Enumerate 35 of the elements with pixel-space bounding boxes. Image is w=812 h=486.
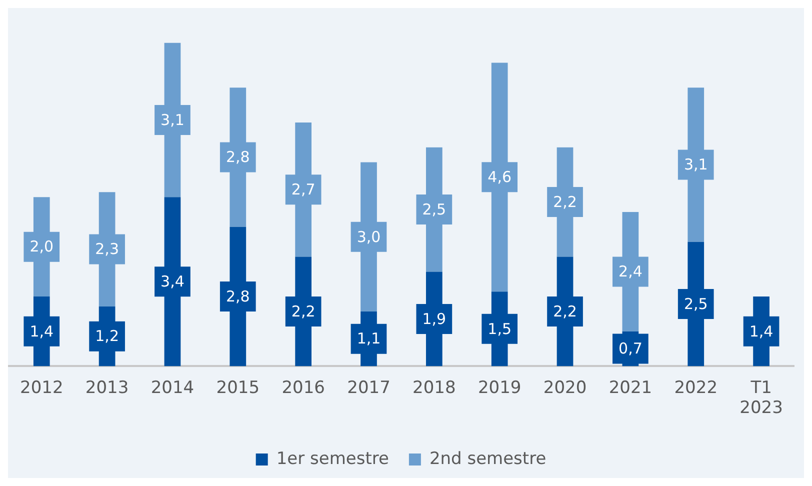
data-label: 2,8 [226, 287, 250, 306]
data-label: 2,2 [553, 192, 577, 211]
data-label: 2,2 [291, 302, 316, 320]
data-label: 3,1 [160, 110, 184, 129]
legend-label: 1er semestre [276, 448, 389, 469]
data-label: 2,0 [30, 238, 54, 256]
x-tick-label: 2020 [543, 378, 587, 398]
data-label: 1,2 [95, 327, 119, 346]
x-tick-label: 2013 [85, 378, 129, 398]
x-tick-label: 2018 [412, 378, 456, 398]
data-label: 1,9 [422, 310, 446, 328]
data-label: 4,6 [488, 168, 512, 186]
x-tick-label: 2019 [478, 378, 522, 398]
x-tick-label: 2022 [674, 378, 718, 398]
x-tick-label: 2021 [608, 378, 652, 398]
data-label: 2,8 [226, 148, 250, 166]
data-label: 2,4 [618, 262, 642, 281]
data-label: 3,4 [160, 272, 184, 291]
x-tick-label: 2012 [20, 378, 64, 398]
x-tick-label: T1 2023 [740, 378, 783, 418]
data-label: 2,3 [95, 240, 119, 258]
data-label: 3,1 [684, 156, 708, 174]
x-tick-label: 2015 [216, 378, 260, 398]
legend-label: 2nd semestre [429, 448, 546, 469]
data-label: 1,4 [30, 322, 54, 340]
x-tick-label: 2014 [150, 378, 194, 398]
data-label: 2,7 [291, 180, 316, 199]
data-label: 2,2 [553, 302, 577, 320]
data-label: 1,4 [749, 322, 774, 340]
x-tick-label: 2017 [347, 378, 390, 398]
x-tick-label: 2016 [282, 378, 325, 398]
data-label: 1,5 [488, 320, 512, 338]
data-label: 2,5 [422, 200, 446, 218]
data-label: 2,5 [684, 294, 708, 313]
data-label: 3,0 [356, 228, 381, 246]
